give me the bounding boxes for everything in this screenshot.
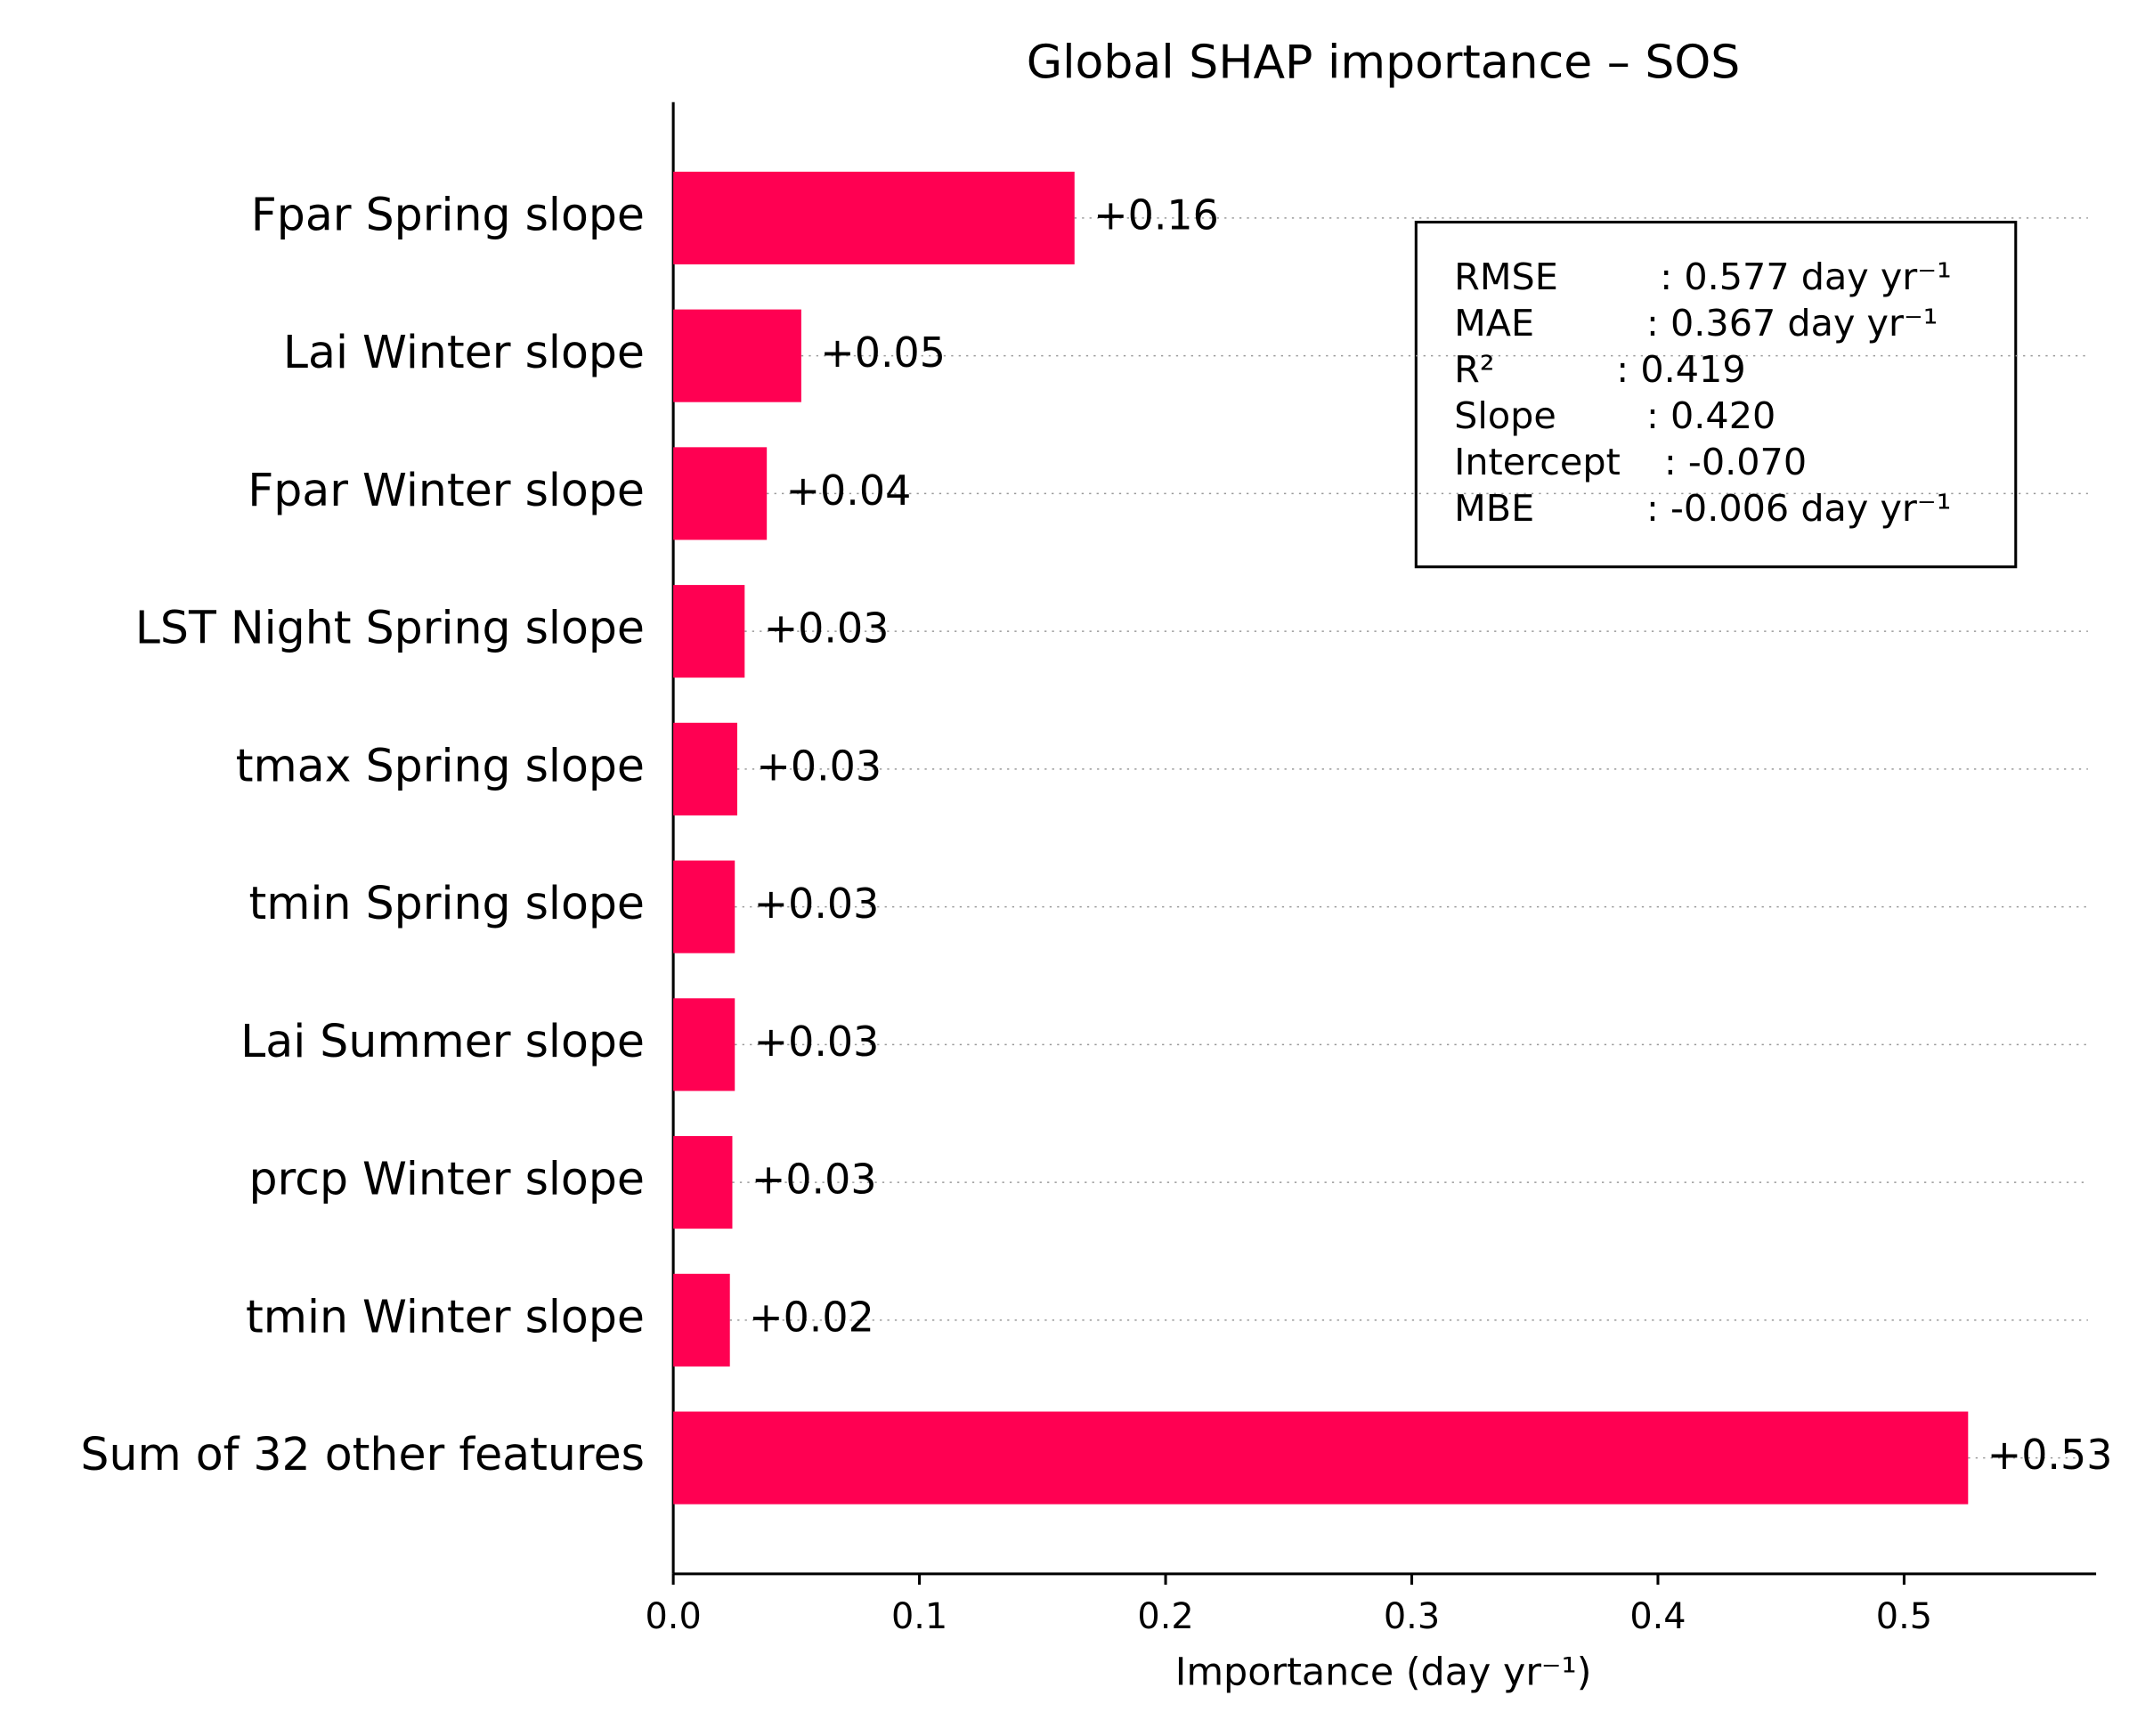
value-label: +0.05 — [820, 329, 946, 377]
y-tick-label: tmin Winter slope — [246, 1290, 645, 1343]
y-tick-label: Lai Summer slope — [240, 1015, 645, 1067]
value-label: +0.03 — [756, 742, 882, 790]
bar — [673, 722, 738, 815]
y-tick-label: Fpar Winter slope — [248, 464, 645, 516]
value-label: +0.53 — [1987, 1431, 2113, 1479]
bar — [673, 585, 745, 678]
stats-label: MAE — [1454, 302, 1534, 345]
stats-value: : 0.420 — [1646, 394, 1775, 437]
y-tick-label: Sum of 32 other features — [80, 1428, 645, 1480]
x-tick-label: 0.4 — [1629, 1596, 1686, 1637]
bar — [673, 860, 735, 953]
x-tick-label: 0.5 — [1876, 1596, 1932, 1637]
y-tick-label: LST Night Spring slope — [135, 602, 645, 654]
x-tick-label: 0.2 — [1137, 1596, 1193, 1637]
y-tick-label: Fpar Spring slope — [251, 188, 645, 240]
bar — [673, 1273, 730, 1367]
stats-value: : 0.419 — [1616, 348, 1745, 391]
value-label: +0.04 — [786, 466, 912, 515]
stats-label: RMSE — [1454, 256, 1558, 298]
y-tick-label: prcp Winter slope — [248, 1153, 645, 1205]
value-label: +0.16 — [1093, 191, 1219, 239]
x-tick-label: 0.0 — [645, 1596, 701, 1637]
x-axis-label: Importance (day yr⁻¹) — [1175, 1651, 1592, 1695]
y-tick-label: tmin Spring slope — [249, 877, 645, 929]
x-tick-label: 0.1 — [891, 1596, 947, 1637]
stats-value: : -0.070 — [1664, 441, 1807, 483]
value-label: +0.02 — [749, 1293, 874, 1341]
stats-box — [1414, 220, 2018, 569]
stats-label: R² — [1454, 348, 1494, 391]
stats-value: : -0.006 day yr⁻¹ — [1646, 487, 1951, 530]
bar — [673, 309, 801, 402]
x-tick-label: 0.3 — [1384, 1596, 1440, 1637]
bar — [673, 998, 735, 1091]
chart-title: Global SHAP importance – SOS — [1027, 36, 1741, 89]
bar — [673, 1411, 1969, 1505]
stats-value: : 0.367 day yr⁻¹ — [1646, 302, 1938, 345]
y-tick-label: tmax Spring slope — [236, 739, 645, 791]
bar — [673, 447, 768, 540]
bar — [673, 1136, 733, 1229]
value-label: +0.03 — [754, 1018, 880, 1066]
y-tick-label: Lai Winter slope — [283, 326, 645, 378]
stats-label: Intercept — [1454, 441, 1621, 483]
value-label: +0.03 — [764, 604, 890, 653]
stats-value: : 0.577 day yr⁻¹ — [1660, 256, 1951, 298]
value-label: +0.03 — [754, 880, 880, 928]
stats-label: MBE — [1454, 487, 1534, 530]
value-label: +0.03 — [752, 1156, 877, 1204]
bar — [673, 171, 1075, 264]
stats-label: Slope — [1454, 394, 1556, 437]
